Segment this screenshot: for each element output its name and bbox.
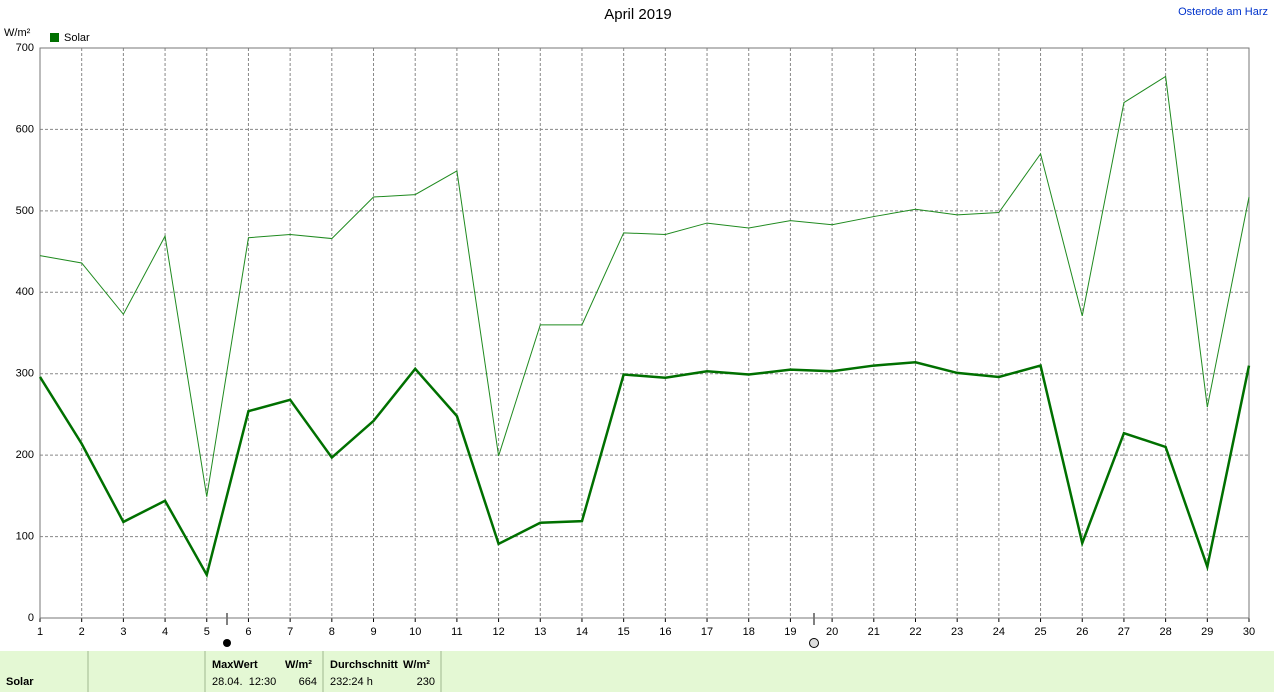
- summary-panel: [0, 651, 1274, 692]
- x-tick-label: 3: [120, 626, 126, 638]
- max-time: 28.04. 12:30: [212, 676, 276, 688]
- x-tick-label: 6: [245, 626, 251, 638]
- y-tick-label: 600: [16, 123, 34, 135]
- x-tick-label: 12: [492, 626, 504, 638]
- x-tick-label: 17: [701, 626, 713, 638]
- series-line: [38, 361, 1251, 579]
- avg-header: Durchschnitt: [330, 659, 398, 671]
- x-tick-label: 29: [1201, 626, 1213, 638]
- y-tick-label: 0: [28, 612, 34, 624]
- x-tick-label: 26: [1076, 626, 1088, 638]
- row-label: Solar: [6, 676, 34, 688]
- x-tick-label: 27: [1118, 626, 1130, 638]
- max-unit: W/m²: [285, 659, 312, 671]
- x-tick-label: 24: [993, 626, 1005, 638]
- x-tick-label: 5: [204, 626, 210, 638]
- x-tick-label: 2: [79, 626, 85, 638]
- max-header: MaxWert: [212, 659, 258, 671]
- legend-label: Solar: [64, 32, 90, 44]
- x-tick-label: 28: [1159, 626, 1171, 638]
- avg-value: 230: [417, 676, 435, 688]
- x-tick-label: 18: [743, 626, 755, 638]
- location: Osterode am Harz: [1178, 6, 1268, 18]
- x-tick-label: 9: [370, 626, 376, 638]
- plot-border: [39, 47, 1250, 619]
- x-tick-label: 11: [451, 626, 462, 638]
- avg-unit: W/m²: [403, 659, 430, 671]
- legend-swatch: [50, 33, 59, 42]
- x-tick-label: 4: [162, 626, 168, 638]
- x-tick-label: 10: [409, 626, 421, 638]
- y-tick-label: 200: [16, 449, 34, 461]
- avg-duration: 232:24 h: [330, 676, 373, 688]
- y-tick-label: 700: [16, 42, 34, 54]
- series-line: [39, 75, 1250, 497]
- marker-icon: [809, 638, 819, 648]
- x-tick-label: 8: [329, 626, 335, 638]
- x-tick-label: 20: [826, 626, 838, 638]
- chart-title: April 2019: [604, 6, 672, 23]
- x-tick-label: 13: [534, 626, 546, 638]
- y-axis-label: W/m²: [4, 27, 31, 39]
- x-tick-label: 15: [618, 626, 630, 638]
- y-tick-label: 300: [16, 368, 34, 380]
- marker-icon: [223, 639, 231, 647]
- x-tick-label: 14: [576, 626, 588, 638]
- x-tick-label: 19: [784, 626, 796, 638]
- max-value: 664: [299, 676, 317, 688]
- x-tick-label: 1: [37, 626, 43, 638]
- y-tick-label: 100: [16, 530, 34, 542]
- y-tick-label: 500: [16, 205, 34, 217]
- x-tick-label: 23: [951, 626, 963, 638]
- x-tick-label: 25: [1034, 626, 1046, 638]
- x-tick-label: 7: [287, 626, 293, 638]
- x-tick-label: 21: [868, 626, 880, 638]
- x-tick-label: 16: [659, 626, 671, 638]
- x-tick-label: 30: [1243, 626, 1255, 638]
- y-tick-label: 400: [16, 286, 34, 298]
- x-tick-label: 22: [909, 626, 921, 638]
